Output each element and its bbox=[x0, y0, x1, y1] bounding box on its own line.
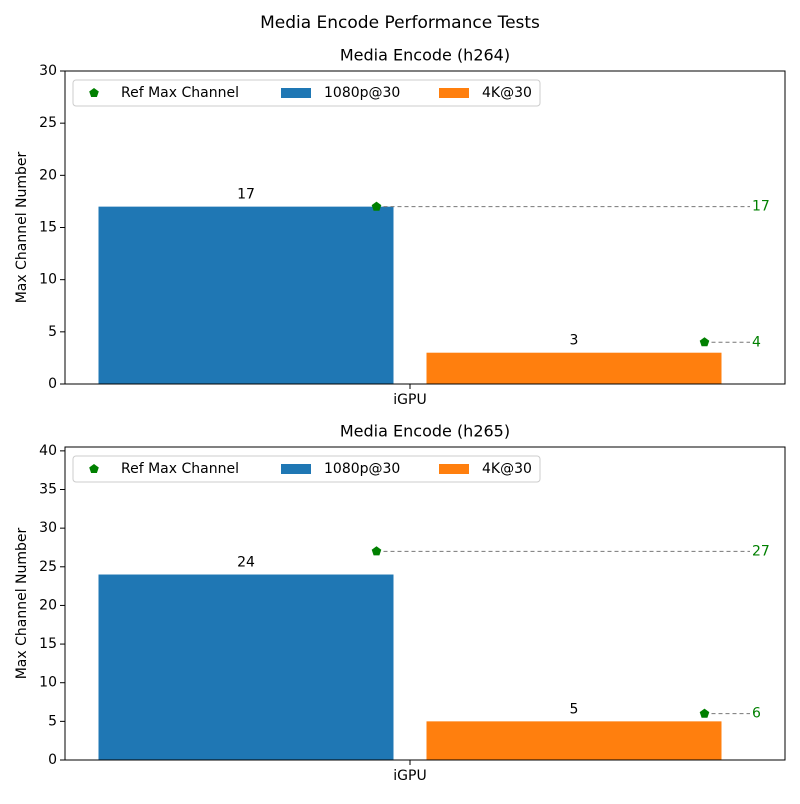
bar bbox=[426, 721, 722, 760]
chart-title: Media Encode (h265) bbox=[340, 422, 510, 441]
y-tick-label: 15 bbox=[39, 220, 57, 236]
reference-marker bbox=[699, 337, 710, 347]
reference-marker bbox=[699, 708, 710, 718]
bar bbox=[98, 574, 394, 760]
figure-title: Media Encode Performance Tests bbox=[260, 13, 540, 33]
chart-title: Media Encode (h264) bbox=[340, 46, 510, 65]
y-tick-label: 20 bbox=[39, 597, 57, 613]
bar-value-label: 3 bbox=[570, 333, 579, 349]
y-axis-label: Max Channel Number bbox=[14, 151, 30, 303]
y-tick-label: 30 bbox=[39, 63, 57, 79]
y-tick-label: 40 bbox=[39, 443, 57, 459]
legend-label: Ref Max Channel bbox=[121, 85, 239, 101]
reference-label: 27 bbox=[752, 543, 770, 559]
y-tick-label: 0 bbox=[48, 376, 57, 392]
y-tick-label: 25 bbox=[39, 115, 57, 131]
x-tick-label: iGPU bbox=[393, 768, 426, 784]
legend-swatch bbox=[439, 464, 469, 474]
legend-label: 1080p@30 bbox=[324, 461, 400, 477]
legend-swatch bbox=[439, 88, 469, 98]
bar-value-label: 5 bbox=[570, 701, 579, 717]
reference-marker bbox=[371, 546, 382, 556]
legend-marker bbox=[89, 464, 99, 473]
reference-label: 6 bbox=[752, 706, 761, 722]
legend-swatch bbox=[281, 88, 311, 98]
y-tick-label: 35 bbox=[39, 482, 57, 498]
axes-frame bbox=[64, 70, 786, 385]
y-tick-label: 20 bbox=[39, 167, 57, 183]
reference-label: 4 bbox=[752, 334, 761, 350]
axes-frame bbox=[64, 446, 786, 761]
y-tick-label: 10 bbox=[39, 272, 57, 288]
y-axis-label: Max Channel Number bbox=[14, 527, 30, 679]
bar bbox=[98, 206, 394, 384]
y-tick-label: 5 bbox=[48, 713, 57, 729]
y-tick-label: 30 bbox=[39, 520, 57, 536]
y-tick-label: 5 bbox=[48, 324, 57, 340]
legend-swatch bbox=[281, 464, 311, 474]
legend-marker bbox=[89, 88, 99, 97]
bar-value-label: 24 bbox=[237, 555, 255, 571]
y-tick-label: 10 bbox=[39, 675, 57, 691]
legend-label: Ref Max Channel bbox=[121, 461, 239, 477]
legend-label: 4K@30 bbox=[482, 85, 532, 101]
bar-value-label: 17 bbox=[237, 187, 255, 203]
reference-label: 17 bbox=[752, 199, 770, 215]
x-tick-label: iGPU bbox=[393, 392, 426, 408]
y-tick-label: 0 bbox=[48, 752, 57, 768]
y-tick-label: 25 bbox=[39, 559, 57, 575]
bar bbox=[426, 352, 722, 384]
y-tick-label: 15 bbox=[39, 636, 57, 652]
reference-marker bbox=[371, 201, 382, 211]
legend-label: 1080p@30 bbox=[324, 85, 400, 101]
legend-label: 4K@30 bbox=[482, 461, 532, 477]
